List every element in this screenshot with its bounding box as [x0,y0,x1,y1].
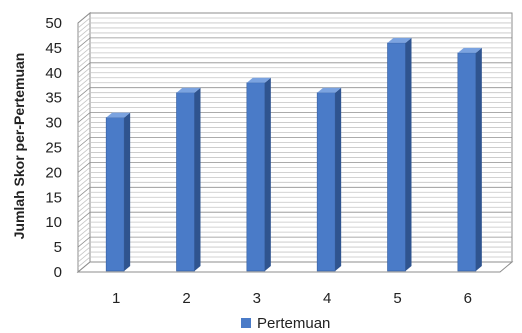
gridline-minor-side [77,167,91,178]
x-tick-label: 2 [182,290,190,307]
bar-top [106,112,131,118]
gridline-minor-side [77,132,91,143]
gridline-minor-side [77,216,91,228]
gridline-minor-side [77,221,91,233]
bar [246,82,266,272]
y-tick-label: 25 [45,140,62,157]
gridline-minor-side [77,97,91,108]
gridline-minor-side [77,172,91,183]
gridline-minor-side [77,22,91,34]
legend-label: Pertemuan [257,315,330,332]
gridline-minor-side [77,226,91,238]
gridline-minor-side [77,47,91,59]
gridline-minor-side [77,52,91,64]
gridline-major-side [77,162,91,173]
gridline-minor-side [77,191,91,203]
gridline-minor-side [77,27,91,39]
gridline-minor-side [77,127,91,138]
y-tick-label: 30 [45,115,62,132]
gridline-major-side [77,211,91,223]
y-tick-label: 10 [45,214,62,231]
gridline-minor-side [77,72,91,84]
gridline-minor-side [77,32,91,44]
gridline-minor-side [77,117,91,128]
y-tick-label: 45 [45,40,62,57]
gridline-minor-side [77,67,91,79]
gridline-major-side [77,186,91,198]
gridline-major-side [77,261,91,273]
gridline-minor-side [77,246,91,258]
bar [387,42,406,272]
gridline-minor-side [77,182,91,193]
gridline-minor-side [77,251,91,263]
gridline-minor-side [77,57,91,69]
bar [316,92,336,272]
gridline-minor-side [77,177,91,188]
gridline-minor-side [77,241,91,253]
gridline-minor-side [77,201,91,213]
gridline-minor-side [77,147,91,158]
gridline-minor-side [77,42,91,54]
gridline-minor-side [77,17,91,29]
x-tick-label: 5 [393,290,401,307]
gridline-minor-side [77,256,91,268]
bar [105,117,125,272]
bar-side [405,37,412,271]
gridline-major-side [77,87,91,99]
y-axis-label: Jumlah Skor per-Pertemuan [11,53,27,240]
bar-top [457,47,482,53]
floor [76,261,514,273]
gridline-major-side [77,12,91,24]
gridline-minor-side [77,206,91,218]
x-tick-label: 4 [323,290,331,307]
gridline-minor-side [77,142,91,153]
bar-top [387,37,412,43]
gridline-major-side [77,62,91,74]
gridline-minor-side [77,152,91,163]
gridline-minor-side [77,102,91,113]
gridline-minor-side [77,92,91,103]
bar [176,92,195,272]
y-tick-label: 20 [45,164,62,181]
y-tick-label: 40 [45,65,62,82]
legend-swatch [241,318,251,328]
gridlines [77,12,512,273]
gridline-minor-side [77,157,91,168]
bar-side [264,77,271,271]
y-tick-label: 0 [54,264,62,281]
legend: Pertemuan [241,315,330,332]
bar-top [317,87,342,93]
gridline-major-side [77,112,91,123]
y-tick-label: 15 [45,189,62,206]
x-axis-ticks: 1 2 3 4 5 6 [112,290,472,307]
y-tick-label: 5 [54,239,62,256]
gridline-minor-side [77,77,91,89]
x-tick-label: 6 [464,290,472,307]
bar-side [124,112,131,272]
gridline-major-side [77,37,91,49]
gridline-minor-side [77,82,91,94]
gridline-major-side [77,137,91,148]
bar-side [475,47,482,271]
gridline-minor-side [77,196,91,208]
bar [457,52,477,272]
gridline-minor-side [77,107,91,118]
y-axis-ticks: 0 5 10 15 20 25 30 35 40 45 50 [45,15,62,281]
bar-side [194,87,201,271]
bars [105,37,482,272]
y-tick-label: 50 [45,15,62,32]
x-tick-label: 3 [253,290,261,307]
gridline-minor-side [77,122,91,133]
bar-top [176,87,201,93]
gridline-major-side [77,236,91,248]
bar-side [335,87,342,271]
bar-top [246,77,271,83]
x-tick-label: 1 [112,290,120,307]
gridline-minor-side [77,231,91,243]
y-tick-label: 35 [45,90,62,107]
